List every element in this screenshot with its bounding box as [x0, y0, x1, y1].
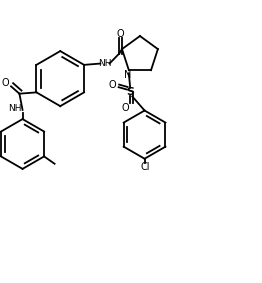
Text: O: O [121, 103, 129, 113]
Text: O: O [108, 80, 116, 90]
Text: S: S [126, 87, 134, 97]
Text: N: N [124, 70, 131, 80]
Text: O: O [117, 29, 124, 39]
Text: NH: NH [8, 104, 21, 113]
Text: Cl: Cl [140, 162, 150, 172]
Text: O: O [2, 78, 10, 88]
Text: NH: NH [99, 59, 112, 68]
